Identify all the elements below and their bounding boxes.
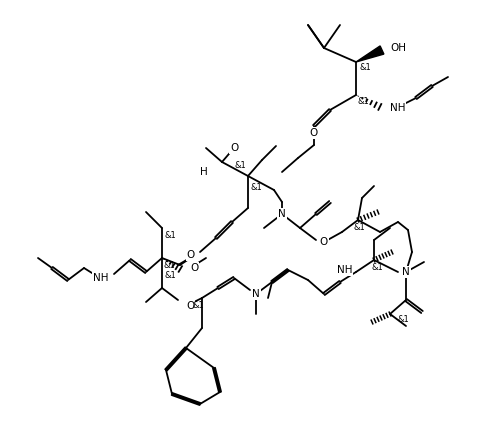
Text: O: O: [230, 143, 238, 153]
Text: NH: NH: [93, 273, 108, 283]
Text: &1: &1: [192, 300, 204, 310]
Text: O: O: [190, 263, 198, 273]
Text: &1: &1: [372, 264, 384, 273]
Text: &1: &1: [358, 98, 370, 106]
Polygon shape: [356, 46, 384, 62]
Text: N: N: [278, 209, 286, 219]
Text: &1: &1: [354, 224, 366, 233]
Text: OH: OH: [390, 43, 406, 53]
Text: &1: &1: [164, 231, 176, 241]
Text: O: O: [186, 301, 194, 311]
Text: &1: &1: [398, 316, 410, 325]
Text: &1: &1: [163, 261, 175, 270]
Text: O: O: [310, 128, 318, 138]
Text: O: O: [187, 250, 195, 260]
Text: &1: &1: [234, 161, 246, 170]
Text: H: H: [200, 167, 208, 177]
Text: N: N: [402, 267, 410, 277]
Text: NH: NH: [390, 103, 405, 113]
Text: NH: NH: [337, 265, 352, 275]
Text: &1: &1: [360, 63, 372, 72]
Text: &1: &1: [250, 184, 262, 193]
Text: O: O: [320, 237, 328, 247]
Text: &1: &1: [164, 271, 176, 279]
Text: N: N: [252, 289, 260, 299]
